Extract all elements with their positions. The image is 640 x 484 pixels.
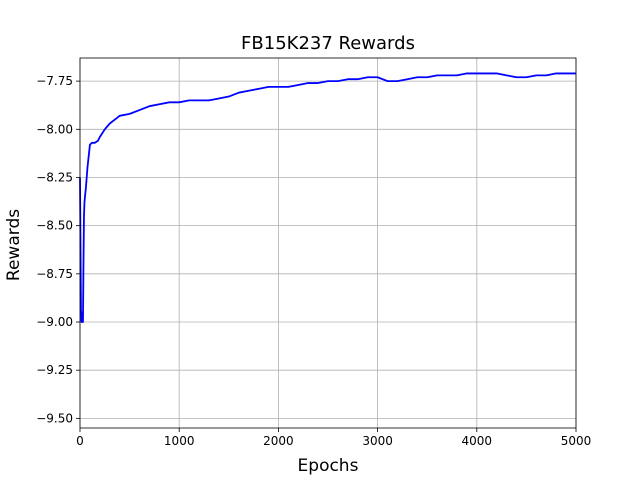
y-tick-label: −7.75 xyxy=(36,74,73,88)
y-tick-label: −8.50 xyxy=(36,219,73,233)
y-axis-label: Rewards xyxy=(4,209,24,281)
y-tick-label: −8.75 xyxy=(36,267,73,281)
y-tick-label: −8.25 xyxy=(36,170,73,184)
axes-frame xyxy=(79,57,577,429)
x-axis-label: Epochs xyxy=(298,456,359,476)
x-tick-label: 2000 xyxy=(263,434,294,448)
x-tick-label: 3000 xyxy=(362,434,393,448)
x-tick-label: 5000 xyxy=(561,434,592,448)
x-tick-label: 1000 xyxy=(164,434,195,448)
y-tick-label: −8.00 xyxy=(36,122,73,136)
rewards-series-line xyxy=(79,72,576,323)
series xyxy=(79,72,576,323)
y-tick-label: −9.50 xyxy=(36,411,73,425)
y-tick-label: −9.25 xyxy=(36,363,73,377)
x-tick-label: 0 xyxy=(76,434,84,448)
chart-title: FB15K237 Rewards xyxy=(241,33,415,54)
x-tick-label: 4000 xyxy=(462,434,493,448)
y-tick-label: −9.00 xyxy=(36,315,73,329)
ticks: 0 1000 2000 3000 4000 5000 −9.50 −9.25 −9.00 −8.7… xyxy=(36,74,591,448)
